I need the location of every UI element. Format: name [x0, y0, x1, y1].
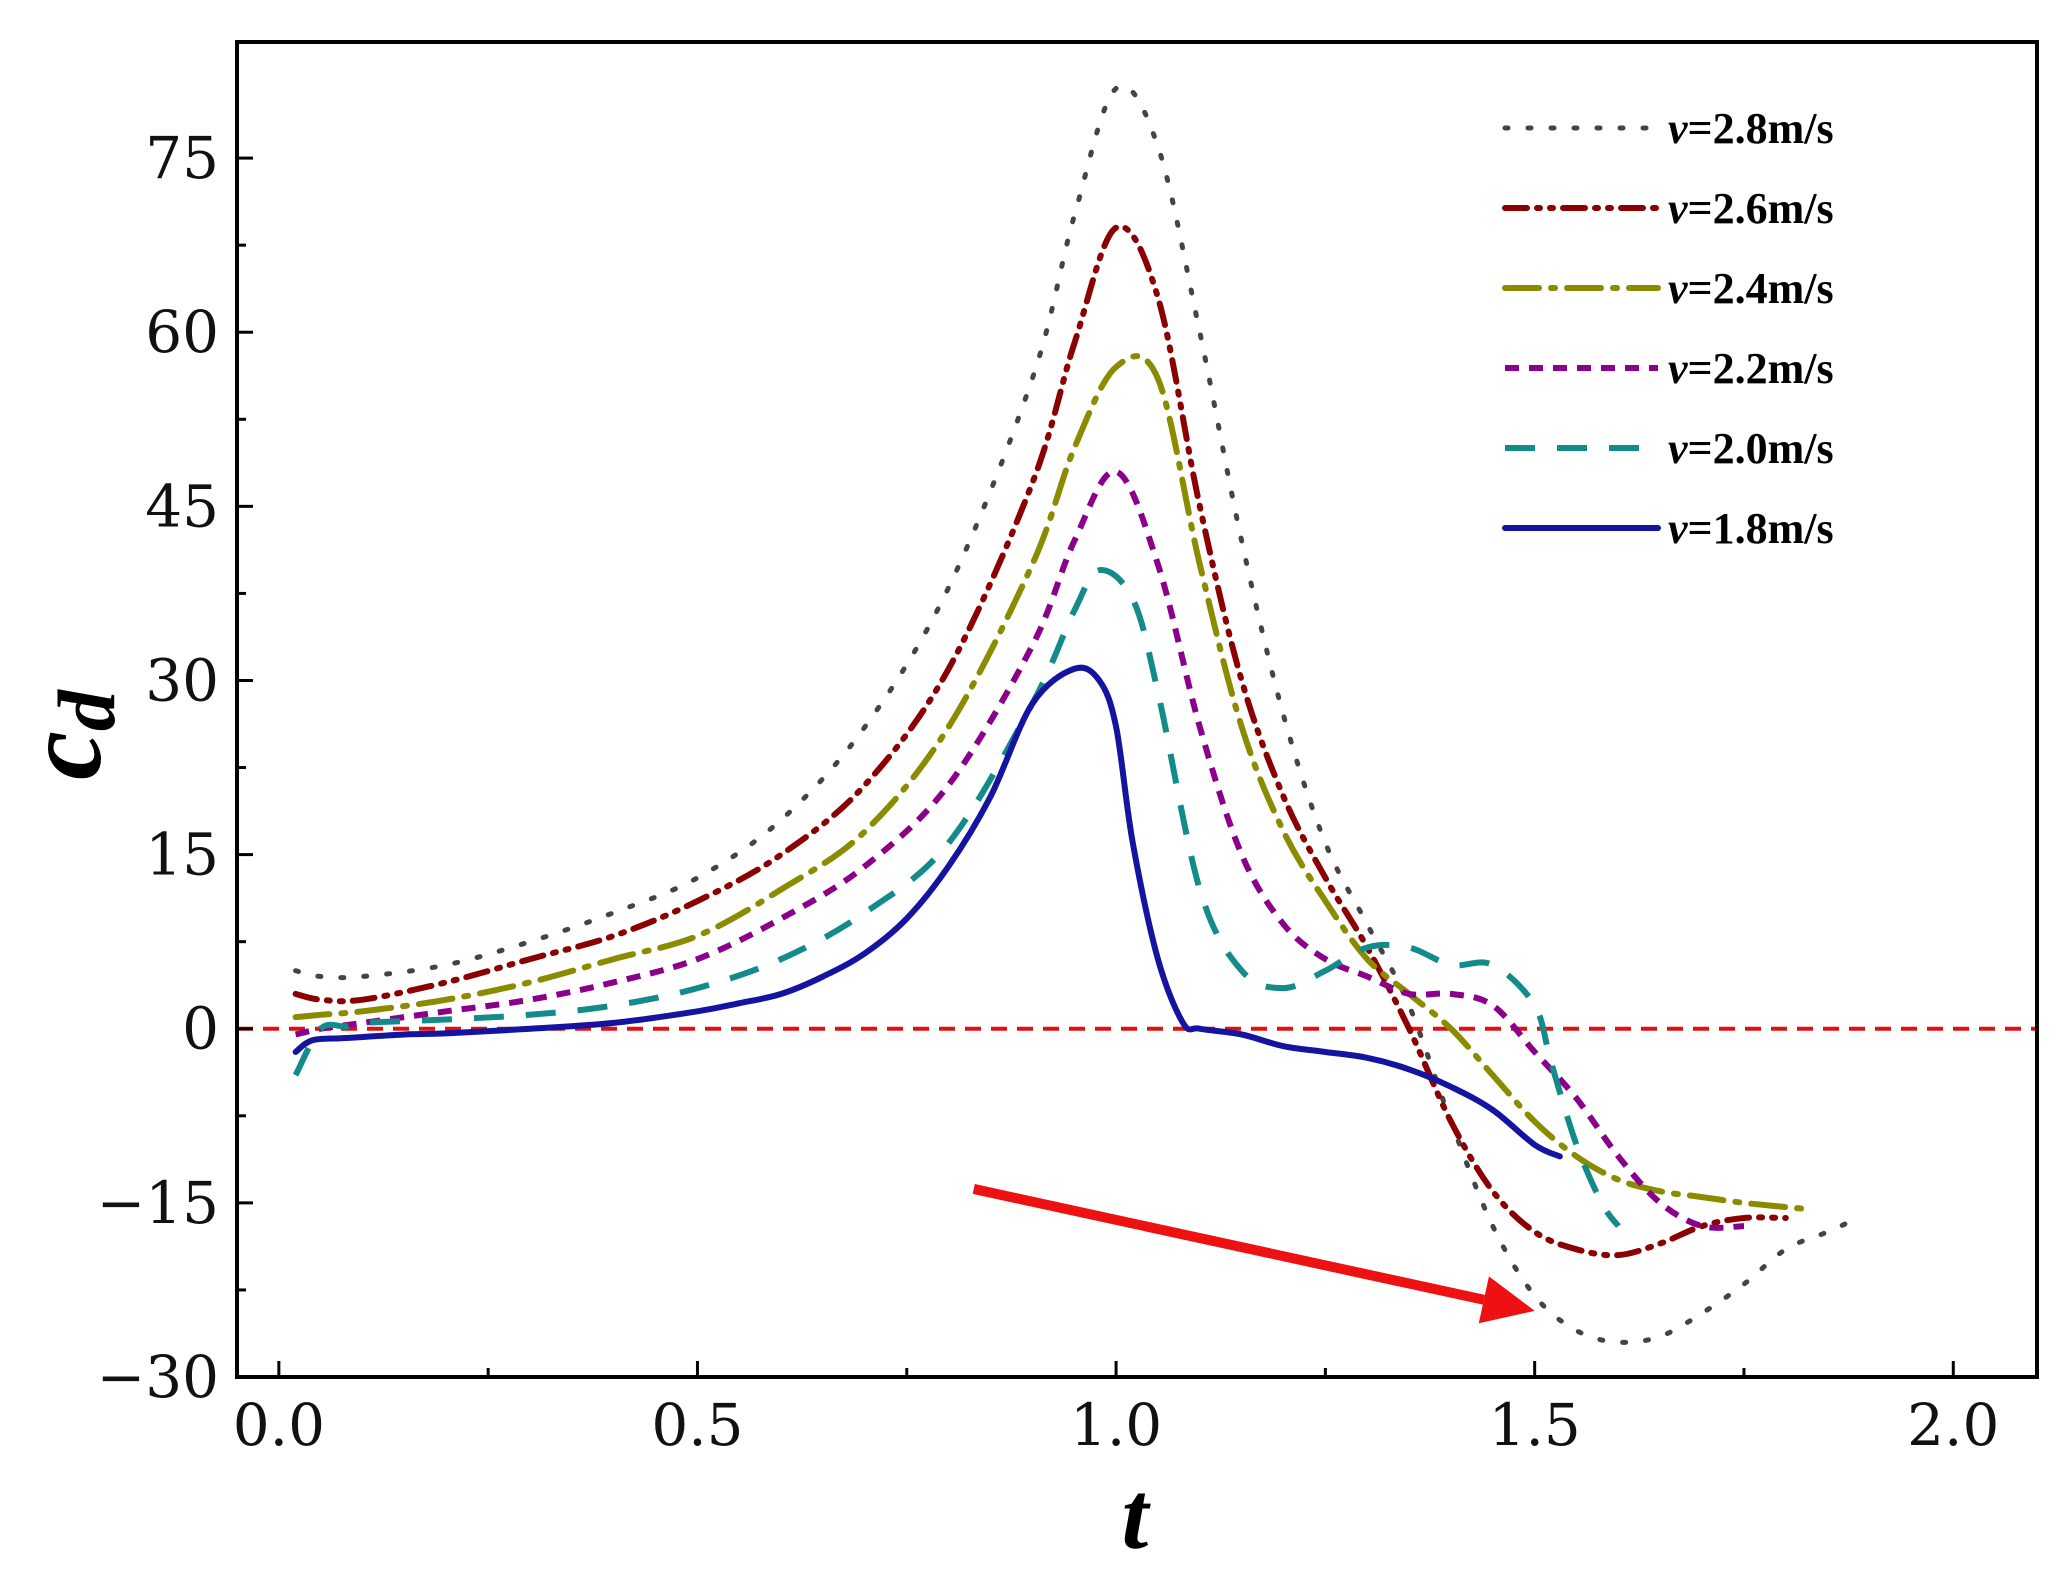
- legend-label-var: v: [1668, 424, 1688, 473]
- legend-label-var: v: [1668, 104, 1688, 153]
- y-tick-label: −15: [97, 1169, 219, 1237]
- annotation-layer: [972, 1184, 1535, 1324]
- legend-label: v=2.8m/s: [1668, 104, 1834, 153]
- y-tick-label: 15: [145, 821, 219, 889]
- legend: v=2.8m/sv=2.6m/sv=2.4m/sv=2.2m/sv=2.0m/s…: [1502, 104, 1834, 553]
- x-tick-label: 1.5: [1489, 1391, 1581, 1459]
- x-axis-title: t: [1122, 1462, 1152, 1569]
- annotation-arrow-shaft: [972, 1184, 1485, 1305]
- legend-label-var: v: [1668, 344, 1688, 393]
- annotation-arrow-head: [1478, 1276, 1535, 1324]
- legend-label: v=2.2m/s: [1668, 344, 1834, 393]
- series-line-2-6ms: [292, 223, 1789, 1259]
- legend-label-value: =2.8m/s: [1688, 104, 1834, 153]
- legend-label: v=2.0m/s: [1668, 424, 1834, 473]
- legend-label: v=2.4m/s: [1668, 264, 1834, 313]
- y-tick-label: 60: [145, 298, 219, 366]
- legend-label-value: =1.8m/s: [1688, 504, 1834, 553]
- legend-label-value: =2.0m/s: [1688, 424, 1834, 473]
- x-tick-label: 1.0: [1070, 1391, 1162, 1459]
- plot-frame: [235, 40, 2039, 1379]
- legend-label-value: =2.2m/s: [1688, 344, 1834, 393]
- legend-label-var: v: [1668, 184, 1688, 233]
- legend-label-var: v: [1668, 264, 1688, 313]
- series-layer: [292, 83, 1856, 1345]
- legend-label: v=2.6m/s: [1668, 184, 1834, 233]
- legend-label-var: v: [1668, 504, 1688, 553]
- axes-layer: 0.0 0.5 1.0 1.5 2.0 −30 −15 0 15 30 45 60 75 t cd: [2, 40, 2039, 1569]
- legend-label: v=1.8m/s: [1668, 504, 1834, 553]
- y-axis-title-main: c: [2, 731, 124, 780]
- y-tick-label: 75: [145, 124, 219, 192]
- y-tick-label: 30: [145, 646, 219, 714]
- legend-label-value: =2.4m/s: [1688, 264, 1834, 313]
- y-axis-title-subscript: d: [41, 689, 132, 731]
- series-line-2-0ms: [292, 567, 1621, 1228]
- y-tick-label: −30: [97, 1343, 219, 1411]
- series-line-2-2ms: [294, 468, 1745, 1231]
- series-line-2-4ms: [292, 353, 1806, 1212]
- x-tick-label: 0.0: [233, 1391, 325, 1459]
- legend-label-value: =2.6m/s: [1688, 184, 1834, 233]
- x-tick-label: 2.0: [1907, 1391, 1999, 1459]
- x-tick-label: 0.5: [651, 1391, 743, 1459]
- y-axis-title: cd: [2, 689, 132, 780]
- series-line-1-8ms: [292, 664, 1563, 1160]
- y-tick-label: 0: [182, 995, 219, 1063]
- y-tick-label: 45: [145, 472, 219, 540]
